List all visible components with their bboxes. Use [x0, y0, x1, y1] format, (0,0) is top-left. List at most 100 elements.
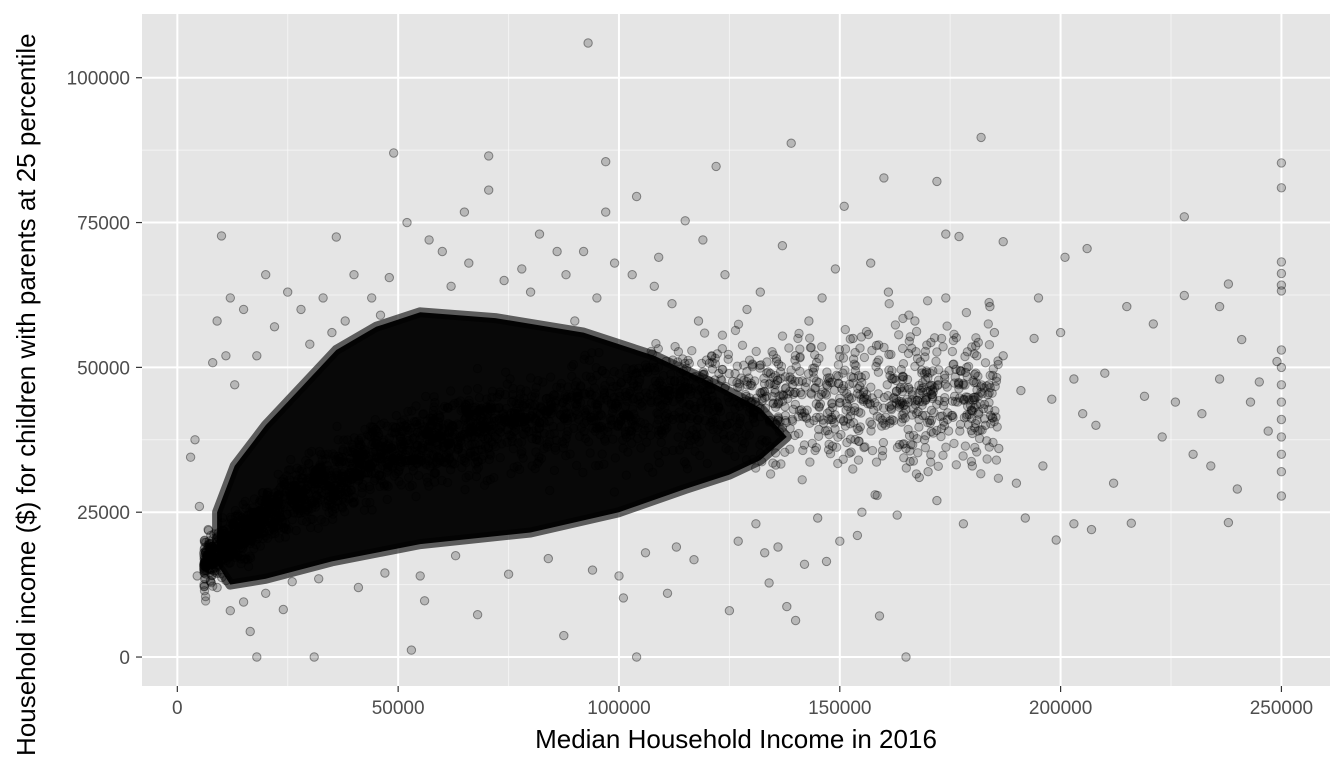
data-point: [359, 444, 369, 454]
data-point: [898, 359, 909, 369]
data-point: [795, 366, 805, 376]
data-point: [635, 374, 645, 384]
data-point: [793, 412, 803, 422]
data-point: [848, 373, 859, 383]
data-point: [461, 400, 472, 410]
data-point: [316, 462, 327, 472]
data-point: [707, 357, 717, 368]
data-point: [668, 355, 678, 365]
data-point: [592, 293, 602, 303]
data-point: [418, 409, 428, 420]
data-point: [601, 207, 611, 217]
data-point: [244, 507, 255, 517]
data-point: [960, 351, 970, 362]
data-point: [794, 376, 804, 387]
data-point: [670, 375, 680, 386]
data-point: [394, 450, 404, 460]
data-point: [926, 415, 937, 426]
data-point: [485, 402, 496, 412]
data-point: [402, 419, 412, 429]
data-point: [528, 426, 538, 436]
data-point: [427, 436, 438, 446]
data-point: [508, 383, 518, 394]
data-point: [377, 460, 388, 471]
data-point: [219, 547, 230, 558]
data-point: [287, 490, 297, 500]
data-point: [757, 387, 768, 397]
data-point: [339, 507, 350, 517]
data-point: [790, 376, 800, 386]
data-point: [923, 467, 933, 477]
data-point: [1139, 391, 1150, 401]
data-point: [818, 415, 828, 425]
data-point: [525, 413, 535, 423]
data-point: [416, 456, 426, 467]
data-point: [846, 372, 856, 382]
data-point: [620, 426, 631, 437]
data-point: [992, 372, 1002, 383]
data-point: [307, 514, 318, 524]
data-point: [272, 491, 283, 501]
data-point: [858, 394, 868, 405]
data-point: [1188, 449, 1198, 459]
data-point: [940, 373, 950, 384]
data-point: [857, 377, 867, 388]
data-point: [895, 382, 906, 393]
data-point: [517, 437, 527, 447]
data-point: [798, 445, 808, 456]
data-point: [206, 538, 216, 549]
data-point: [681, 459, 691, 469]
data-point: [1276, 268, 1287, 279]
data-point: [955, 419, 966, 430]
data-point: [865, 417, 875, 427]
data-point: [848, 354, 859, 364]
data-point: [563, 426, 573, 436]
data-point: [660, 394, 671, 404]
data-point: [811, 376, 822, 386]
data-point: [618, 443, 628, 453]
data-point: [281, 487, 291, 497]
data-point: [490, 441, 501, 452]
data-point: [199, 559, 210, 570]
data-point: [976, 387, 986, 397]
data-point: [885, 370, 895, 381]
data-point: [345, 485, 356, 495]
data-point: [919, 369, 930, 379]
data-point: [691, 429, 701, 440]
data-point: [205, 542, 216, 552]
data-point: [948, 412, 958, 422]
data-point: [266, 518, 276, 528]
data-point: [928, 392, 938, 402]
data-point: [643, 422, 654, 433]
data-point: [814, 402, 824, 412]
data-point: [207, 549, 217, 559]
data-point: [785, 386, 795, 397]
data-point: [494, 402, 504, 413]
data-point: [702, 394, 712, 404]
data-point: [496, 421, 506, 431]
data-point: [287, 498, 297, 508]
data-point: [428, 405, 439, 416]
data-point: [798, 411, 808, 422]
data-point: [474, 445, 484, 455]
data-point: [668, 445, 678, 456]
data-point: [932, 347, 942, 357]
data-point: [249, 544, 259, 554]
data-point: [780, 415, 790, 426]
data-point: [219, 550, 229, 561]
data-point: [549, 402, 559, 413]
data-point: [280, 479, 290, 490]
data-point: [214, 560, 224, 570]
data-point: [521, 402, 532, 412]
data-point: [387, 428, 397, 438]
data-point: [972, 447, 982, 457]
data-point: [656, 437, 666, 448]
data-point: [199, 568, 209, 578]
data-point: [760, 403, 771, 413]
data-point: [941, 229, 951, 239]
data-point: [469, 451, 479, 461]
data-point: [907, 343, 917, 353]
data-point: [370, 473, 381, 484]
data-point: [836, 414, 846, 424]
data-point: [713, 401, 723, 411]
